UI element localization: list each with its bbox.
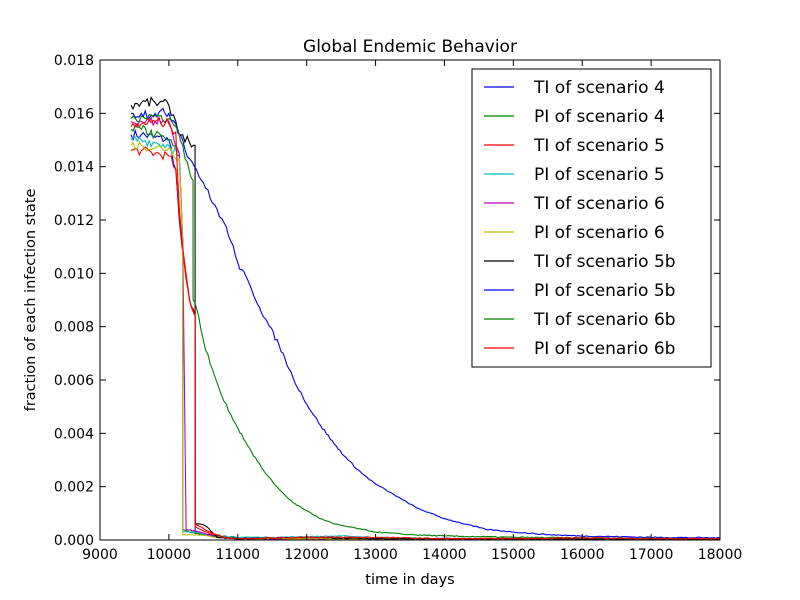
ticks-group: 9000 10000 11000 12000 13000 14000 15000 16000 1… [54,53,742,563]
x-tick-label: 11000 [216,547,261,563]
legend-label: PI of scenario 5b [534,281,675,301]
x-tick-label: 18000 [698,547,743,563]
x-tick-label: 12000 [284,547,329,563]
y-tick-label: 0.000 [54,533,94,549]
legend-box [471,68,712,368]
legend-label: PI of scenario 6b [534,339,675,359]
x-tick-label: 15000 [491,547,536,563]
x-tick-label: 10000 [147,547,192,563]
y-tick-label: 0.014 [54,160,94,176]
series-line-10 [130,116,721,540]
y-tick-label: 0.012 [54,213,94,229]
y-tick-label: 0.010 [54,266,94,282]
y-axis-title: fraction of each infection state [23,189,39,412]
x-tick-label: 9000 [82,547,118,563]
legend-label: PI of scenario 4 [534,107,665,127]
y-tick-label: 0.004 [54,426,94,442]
y-tick-label: 0.008 [54,320,94,336]
legend-label: TI of scenario 6b [533,310,676,330]
legend-label: TI of scenario 6 [533,194,665,214]
x-tick-label: 13000 [353,547,398,563]
legend-label: PI of scenario 6 [534,223,665,243]
y-tick-label: 0.018 [54,53,94,69]
y-tick-label: 0.002 [54,480,94,496]
x-tick-label: 17000 [629,547,674,563]
x-tick-label: 16000 [560,547,605,563]
x-tick-label: 14000 [422,547,467,563]
legend-label: TI of scenario 5 [533,136,665,156]
legend-label: TI of scenario 4 [533,78,665,98]
series-line-8 [130,107,721,539]
legend-label: PI of scenario 5 [534,165,665,185]
legend-label: TI of scenario 5b [533,252,676,272]
x-axis-title: time in days [365,572,454,588]
plot-area [130,96,721,541]
y-tick-label: 0.006 [54,373,94,389]
axes-frame [99,59,721,541]
legend: TI of scenario 4 PI of scenario 4 TI of sc… [471,68,712,368]
y-tick-label: 0.016 [54,106,94,122]
chart-title: Global Endemic Behavior [303,37,517,57]
